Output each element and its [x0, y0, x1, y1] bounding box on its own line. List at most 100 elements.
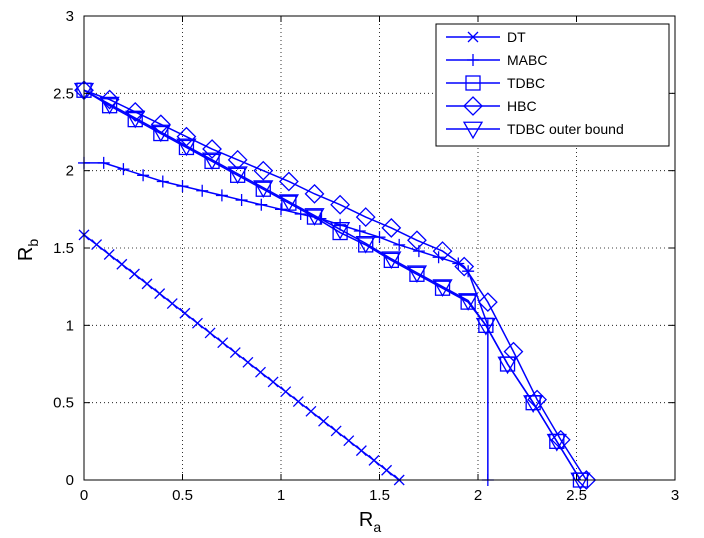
data-point-dt [128, 268, 140, 280]
data-point-mabc [255, 198, 268, 211]
legend-label-dt: DT [507, 29, 526, 45]
data-point-tdbc-outer-bound [497, 356, 518, 375]
data-point-tdbc-outer-bound [176, 138, 197, 157]
legend-entry-hbc: HBC [446, 96, 537, 116]
legend-marker-symbol-hbc [463, 96, 483, 116]
data-point-dt [343, 435, 355, 447]
data-point-tdbc-outer-bound [125, 110, 146, 129]
data-point-mabc [235, 194, 248, 207]
legend-marker-symbol-tdbc-outer-bound [462, 121, 484, 140]
legend: DT MABC TDBC HBC TDBC outer bound [435, 23, 670, 147]
data-point-dt [242, 356, 254, 368]
data-point-mabc [97, 156, 110, 169]
data-point-tdbc-outer-bound [201, 152, 223, 171]
data-point-dt [154, 288, 166, 300]
series-line-tdbc-outer-bound [83, 89, 582, 481]
x-tick-label: 0 [80, 487, 88, 504]
data-point-tdbc-outer-bound [381, 251, 402, 270]
data-point-mabc [275, 203, 287, 216]
data-point-dt [103, 249, 115, 260]
legend-marker-hbc [463, 96, 483, 116]
data-point-mabc [393, 238, 406, 251]
legend-label-hbc: HBC [507, 98, 537, 114]
x-tick-labels: 0 0.5 1 1.5 2 2.5 3 [80, 487, 679, 504]
x-tick-label: 3 [671, 487, 679, 504]
series-layer [73, 80, 597, 491]
data-point-tdbc-outer-bound [570, 472, 591, 491]
data-point-tdbc-outer-bound [150, 124, 171, 143]
data-point-tdbc-outer-bound [458, 293, 479, 311]
data-point-dt [217, 337, 229, 349]
data-point-tdbc-outer-bound [253, 180, 274, 198]
legend-entry-tdbc: TDBC [446, 75, 545, 91]
data-point-dt [141, 278, 153, 290]
data-point-hbc [278, 171, 299, 192]
legend-label-mabc: MABC [507, 52, 547, 68]
legend-marker-tdbc [465, 75, 481, 91]
y-tick-label: 1 [66, 317, 74, 334]
data-point-hbc [576, 470, 597, 490]
data-point-dt [91, 239, 103, 251]
data-point-mabc [196, 184, 209, 197]
legend-marker-mabc [467, 54, 479, 66]
legend-label-tdbc-outer-bound: TDBC outer bound [507, 121, 624, 137]
y-tick-label: 3 [66, 8, 74, 25]
data-point-dt [192, 317, 203, 329]
data-point-tdbc-outer-bound [406, 265, 428, 284]
data-point-dt [280, 386, 292, 398]
axis-ticks [83, 15, 676, 481]
data-point-dt [204, 327, 216, 339]
y-tick-labels: 0 0.5 1 1.5 2 2.5 3 [53, 8, 74, 489]
y-tick-label: 2.5 [53, 85, 74, 102]
x-tick-label: 0.5 [172, 487, 193, 504]
series-dt [78, 229, 405, 486]
data-point-hbc [253, 160, 274, 181]
data-point-dt [255, 366, 266, 378]
data-point-tdbc-outer-bound [227, 166, 248, 185]
x-tick-label: 1.5 [369, 487, 390, 504]
data-point-tdbc-outer-bound [475, 317, 497, 336]
data-point-dt [116, 258, 128, 270]
data-point-tdbc-outer-bound [304, 208, 325, 226]
x-tick-label: 1 [277, 487, 285, 504]
y-axis-label: Rb [15, 239, 41, 261]
data-point-hbc [125, 101, 146, 122]
data-point-mabc [353, 224, 366, 237]
data-point-tdbc-outer-bound [355, 235, 376, 254]
y-tick-label: 2 [66, 163, 74, 180]
data-point-dt [166, 298, 178, 309]
data-point-mabc [215, 189, 228, 202]
y-tick-label: 0.5 [53, 395, 74, 412]
data-point-dt [368, 454, 380, 466]
data-point-mabc [373, 231, 386, 244]
data-point-mabc [432, 251, 445, 264]
series-line-hbc [83, 89, 587, 481]
legend-marker-dt [467, 31, 479, 43]
data-point-dt [267, 376, 279, 388]
data-point-tdbc-outer-bound [432, 279, 453, 297]
x-tick-label: 2 [474, 487, 482, 504]
data-point-mabc [156, 175, 169, 188]
data-point-tdbc-outer-bound [329, 222, 351, 240]
data-point-dt [229, 347, 241, 359]
legend-marker-tdbc-outer-bound [462, 121, 484, 140]
data-point-hbc [227, 149, 248, 170]
x-tick-label: 2.5 [566, 487, 587, 504]
data-point-dt [381, 464, 393, 476]
data-point-dt [355, 445, 367, 457]
legend-entry-mabc: MABC [446, 52, 547, 68]
data-point-hbc [432, 241, 453, 262]
data-point-hbc [503, 341, 524, 362]
data-point-tdbc-outer-bound [523, 395, 544, 413]
data-point-hbc [477, 292, 498, 313]
data-point-hbc [99, 89, 120, 110]
data-point-hbc [304, 183, 325, 204]
data-point-tdbc-outer-bound [278, 194, 300, 212]
data-point-tdbc-outer-bound [546, 433, 567, 452]
series-tdbc-outer-bound [73, 82, 591, 491]
data-point-hbc [355, 207, 376, 227]
x-axis-label-subscript: a [373, 519, 381, 535]
y-axis-label-subscript: b [25, 239, 41, 247]
data-point-dt [179, 307, 191, 319]
